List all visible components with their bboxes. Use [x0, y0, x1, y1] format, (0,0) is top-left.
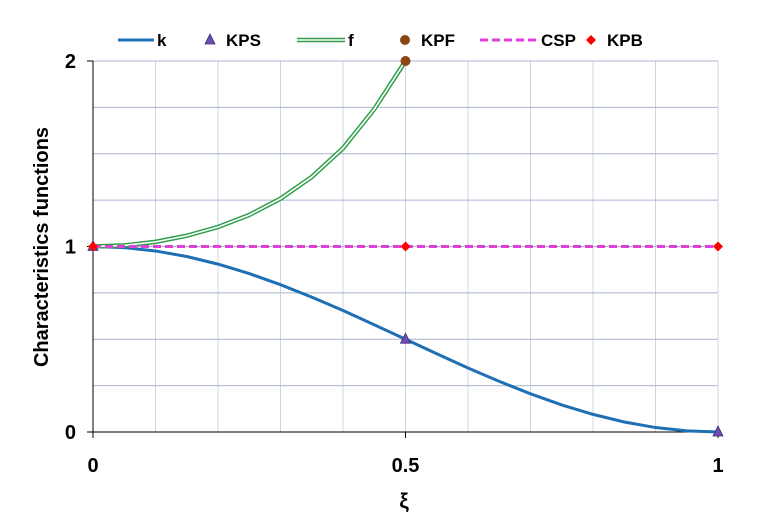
- legend: k KPS f KPF CSP KPB: [118, 31, 643, 50]
- series-kps-point: [399, 332, 412, 344]
- series: [87, 56, 724, 437]
- legend-swatch: [400, 35, 410, 45]
- x-axis-label: ξ: [399, 490, 409, 513]
- series-kps-point: [712, 425, 724, 437]
- series-kpb-point: [88, 241, 98, 252]
- series-f-line-inner: [92, 60, 407, 248]
- x-tick-label: 1: [712, 455, 723, 477]
- legend-item-kps: KPS: [204, 31, 261, 50]
- x-tick-label: 0: [87, 455, 98, 477]
- legend-item-csp: CSP: [480, 31, 576, 50]
- tick-labels: 0 0.5 1 0 1 2: [65, 51, 724, 477]
- legend-label: KPF: [421, 31, 455, 50]
- legend-item-k: k: [118, 31, 167, 50]
- legend-item-kpb: KPB: [586, 31, 643, 50]
- legend-label: KPS: [226, 31, 261, 50]
- series-kpb-point: [400, 241, 411, 252]
- legend-label: k: [157, 31, 167, 50]
- series-kpf-point: [400, 56, 411, 66]
- legend-swatch: [204, 33, 216, 45]
- x-tick-label: 0.5: [392, 455, 420, 477]
- legend-label: CSP: [541, 31, 576, 50]
- y-tick-label: 0: [65, 422, 76, 444]
- axes: [87, 60, 719, 438]
- y-axis-label: Characteristics functions: [31, 127, 53, 367]
- series-kpb-point: [713, 241, 723, 252]
- legend-item-kpf: KPF: [400, 31, 455, 50]
- legend-swatch: [586, 35, 596, 45]
- legend-item-f: f: [297, 31, 354, 50]
- legend-label: f: [348, 31, 354, 50]
- legend-label: KPB: [607, 31, 643, 50]
- y-tick-label: 1: [65, 237, 76, 259]
- y-tick-label: 2: [65, 51, 76, 73]
